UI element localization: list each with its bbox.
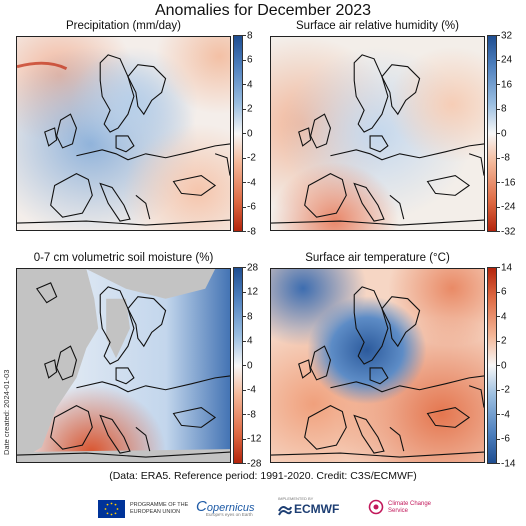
colorbar-tickmark [497,108,500,110]
colorbar-tickmark [497,157,500,159]
colorbar-tick-label: 14 [501,262,513,273]
colorbar-tickmark [497,231,500,232]
colorbar-tickmark [497,267,500,268]
colorbar-tickmark [243,84,246,85]
colorbar-tickmark [497,35,500,36]
colorbar-tickmark [243,59,246,61]
colorbar-tick-label: -2 [501,384,510,396]
colorbar-tick-label: 8 [247,30,253,41]
ecmwf-logo: ECMWF [294,502,340,516]
colorbar-tick-label: 16 [501,79,513,90]
colorbar-tick-label: -4 [247,177,256,188]
map-temperature [270,268,485,463]
colorbar-tick-label: -4 [501,409,510,420]
colorbar-tick-label: -6 [501,433,510,445]
eu-programme-text: PROGRAMME OF THE EUROPEAN UNION [130,502,189,515]
colorbar-tickmark [243,389,246,391]
map-precipitation [16,36,231,231]
colorbar-tickmark [497,463,500,464]
panel-title-humidity: Surface air relative humidity (%) [296,20,459,32]
colorbar-tickmark [497,206,500,208]
colorbar-tickmark [497,389,500,391]
panel-title-soil-moisture: 0-7 cm volumetric soil moisture (%) [33,252,214,264]
c3s-logo-icon [368,499,384,515]
eu-flag-logo [98,500,125,518]
colorbar-tick-label: 32 [501,30,513,41]
logo-bar: PROGRAMME OF THE EUROPEAN UNION Copernic… [98,496,438,522]
panel-title-temperature: Surface air temperature (°C) [305,252,450,264]
colorbar-tick-label: -14 [501,458,516,469]
colorbar-tick-label: 0 [501,360,507,371]
colorbar-tick-label: 0 [247,128,253,139]
colorbar-tickmark [497,340,500,342]
implemented-by-text: IMPLEMENTED BY [278,496,314,501]
colorbar-tick-label: 0 [247,360,253,371]
colorbar-tickmark [497,133,500,134]
colorbar-tickmark [497,291,500,293]
colorbar-tickmark [243,35,246,36]
colorbar-tickmark [243,182,246,183]
colorbar-tickmark [497,316,500,317]
panel-title-precipitation: Precipitation (mm/day) [65,20,182,32]
colorbar-tickmark [497,59,500,61]
colorbar-tick-label: -2 [247,152,256,164]
copernicus-tagline: Europe's eyes on Earth [206,512,253,517]
colorbar-tick-label: 8 [501,103,507,115]
date-created: Date created: 2024-01-03 [2,369,11,455]
colorbar-tick-label: 24 [501,54,513,66]
colorbar-tick-label: -24 [501,201,516,213]
colorbar-tickmark [243,108,246,110]
colorbar-tickmark [243,291,246,293]
colorbar-tick-label: 12 [247,286,259,298]
data-credit: (Data: ERA5. Reference period: 1991-2020… [109,470,417,482]
colorbar-tickmark [243,157,246,159]
colorbar-tickmark [243,267,246,268]
colorbar-soil-moisture [233,267,243,464]
colorbar-tick-label: -12 [247,433,262,445]
colorbar-tick-label: -32 [501,226,516,237]
colorbar-tickmark [497,182,500,183]
copernicus-logo: Copernicus [196,498,255,515]
colorbar-tickmark [497,84,500,85]
colorbar-tick-label: 2 [501,335,507,347]
colorbar-tick-label: -8 [247,409,256,420]
colorbar-tick-label: 4 [247,335,253,347]
colorbar-tickmark [243,463,246,464]
colorbar-tickmark [497,365,500,366]
map-soil-moisture [16,268,231,463]
colorbar-tick-label: -6 [247,201,256,213]
colorbar-tickmark [497,414,500,415]
colorbar-tick-label: 4 [501,311,507,322]
colorbar-tick-label: 2 [247,103,253,115]
colorbar-tick-label: -16 [501,177,516,188]
colorbar-precipitation [233,35,243,232]
colorbar-tick-label: 0 [501,128,507,139]
colorbar-tickmark [497,438,500,440]
colorbar-tick-label: -4 [247,384,256,396]
colorbar-tick-label: 8 [247,311,253,322]
colorbar-tickmark [243,316,246,317]
colorbar-temperature [487,267,497,464]
colorbar-tick-label: 28 [247,262,259,273]
ecmwf-swirl-icon [278,504,292,516]
colorbar-tick-label: 6 [501,286,507,298]
colorbar-tick-label: 4 [247,79,253,90]
colorbar-tick-label: 6 [247,54,253,66]
colorbar-tickmark [243,438,246,440]
colorbar-tickmark [243,231,246,232]
colorbar-tick-label: -28 [247,458,262,469]
colorbar-tickmark [243,206,246,208]
figure-title: Anomalies for December 2023 [154,2,372,19]
colorbar-tick-label: -8 [247,226,256,237]
colorbar-humidity [487,35,497,232]
colorbar-tickmark [243,133,246,134]
map-humidity [270,36,485,231]
colorbar-tickmark [243,340,246,342]
colorbar-tickmark [243,414,246,415]
colorbar-tick-label: -8 [501,152,510,164]
c3s-logo-text: Climate Change Service [388,501,432,514]
colorbar-tickmark [243,365,246,366]
